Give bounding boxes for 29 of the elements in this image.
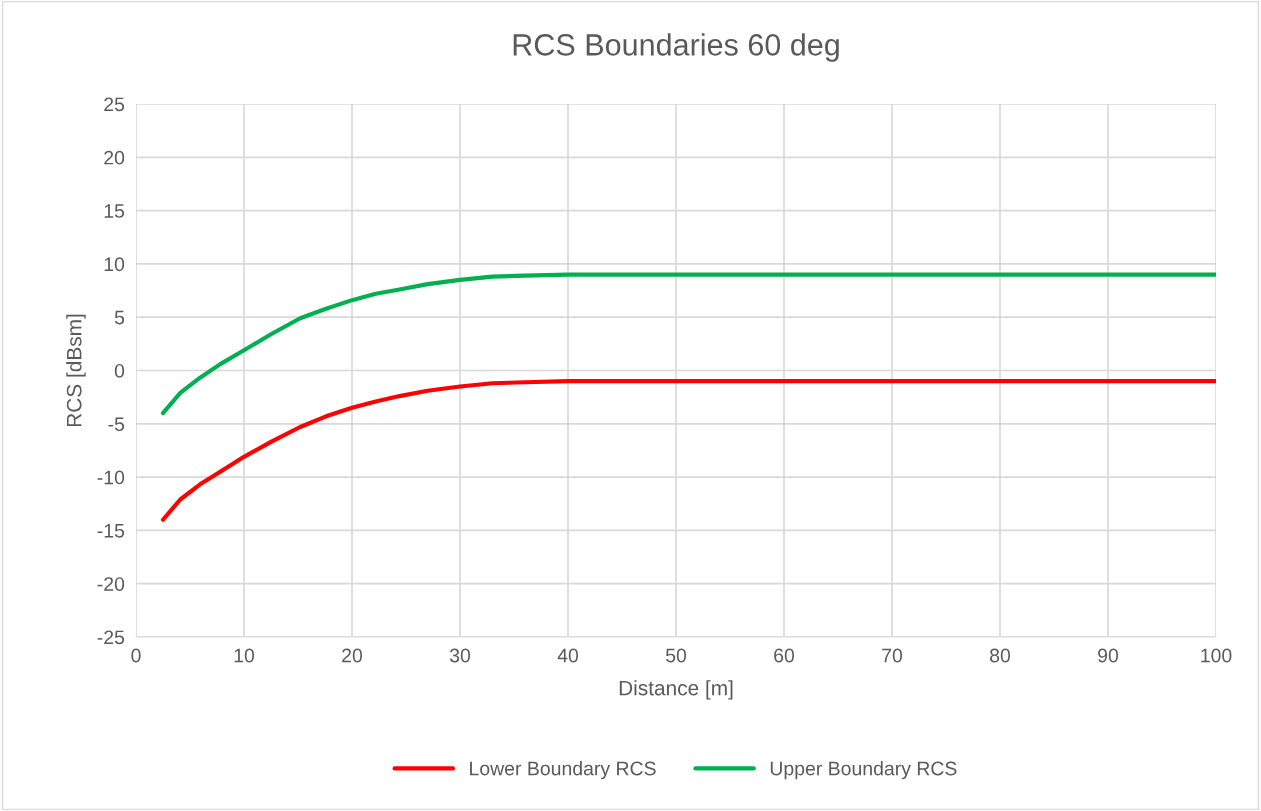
x-tick-label: 50 (665, 648, 687, 663)
y-axis-title: RCS [dBsm] (66, 314, 86, 427)
chart-title: RCS Boundaries 60 deg (513, 33, 839, 62)
y-tick-label: -15 (97, 524, 125, 538)
y-tick-label: 10 (104, 257, 125, 272)
y-tick-label: 0 (114, 363, 125, 378)
x-tick-label: 60 (774, 648, 795, 663)
y-tick-label: 20 (104, 150, 125, 165)
x-tick-label: 40 (557, 648, 579, 663)
y-tick-label: -25 (97, 630, 125, 645)
line-series (160, 379, 1216, 522)
x-tick-label: 90 (1098, 648, 1119, 663)
y-tick-label: 25 (104, 97, 125, 112)
y-tick-label: -10 (97, 470, 125, 485)
y-tick-label: -20 (97, 577, 125, 591)
x-axis-title: Distance [m] (619, 680, 733, 700)
legend-label: Upper Boundary RCS (770, 761, 957, 780)
y-tick-label: 5 (114, 310, 125, 325)
y-tick-label: 15 (104, 204, 125, 218)
x-tick-label: 20 (342, 648, 363, 663)
x-tick-label: 70 (882, 648, 903, 663)
x-tick-label: 0 (131, 648, 141, 663)
line-series (160, 272, 1216, 416)
legend-label: Lower Boundary RCS (470, 761, 656, 780)
y-tick-label: -5 (108, 417, 125, 432)
x-tick-label: 30 (449, 648, 471, 663)
x-tick-label: 10 (234, 648, 255, 663)
x-tick-label: 100 (1201, 648, 1232, 663)
x-tick-label: 80 (990, 648, 1011, 663)
